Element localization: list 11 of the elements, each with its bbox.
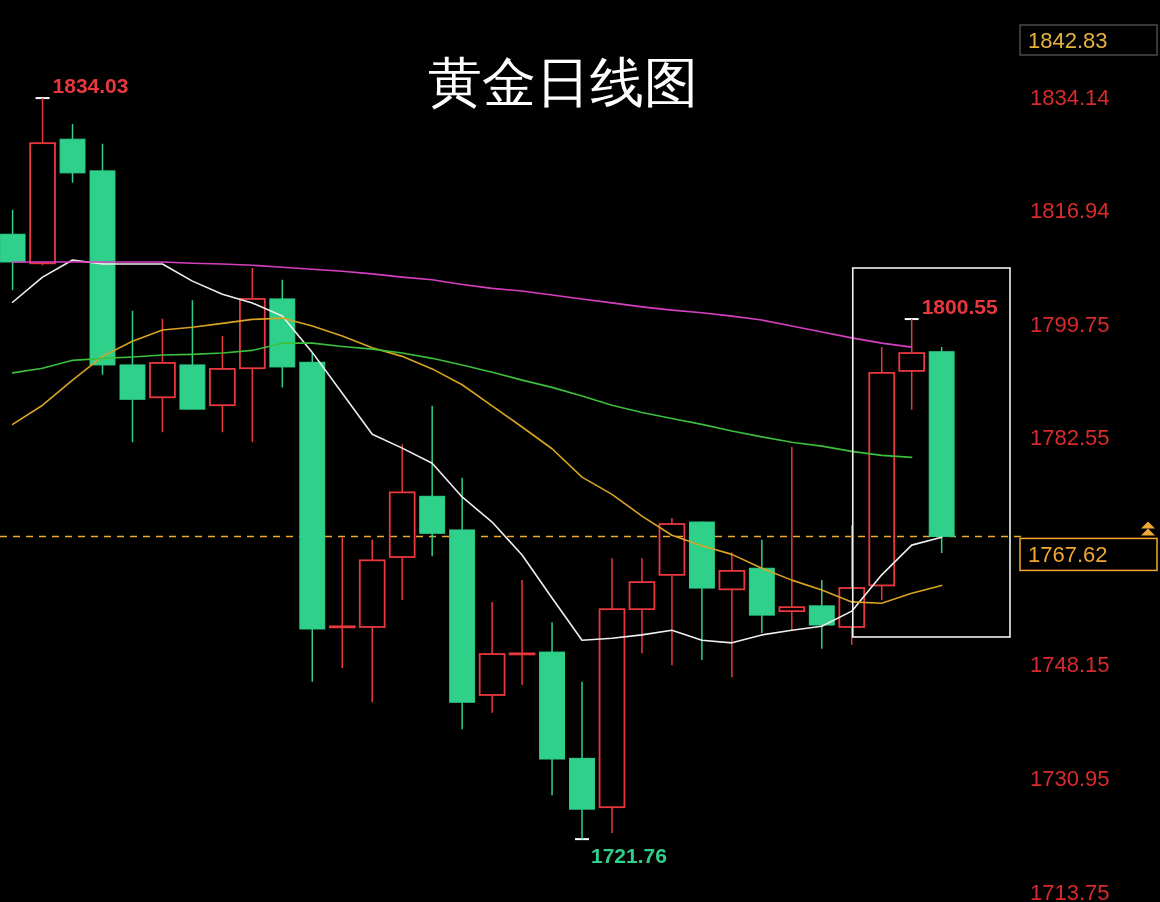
y-tick-label-boxed: 1842.83	[1019, 24, 1158, 56]
chart-title: 黄金日线图	[427, 51, 698, 114]
y-tick-label: 1748.15	[1030, 652, 1110, 678]
y-tick-label: 1713.75	[1030, 879, 1110, 902]
y-tick-label: 1816.94	[1030, 198, 1110, 224]
y-tick-label: 1842.83	[1028, 28, 1108, 53]
y-tick-label: 1730.95	[1030, 765, 1110, 791]
y-tick-label: 1799.75	[1030, 311, 1110, 337]
y-tick-label: 1782.55	[1030, 425, 1110, 451]
y-tick-label: 1834.14	[1030, 84, 1110, 110]
ref-line-label: 1767.62	[1028, 542, 1108, 568]
